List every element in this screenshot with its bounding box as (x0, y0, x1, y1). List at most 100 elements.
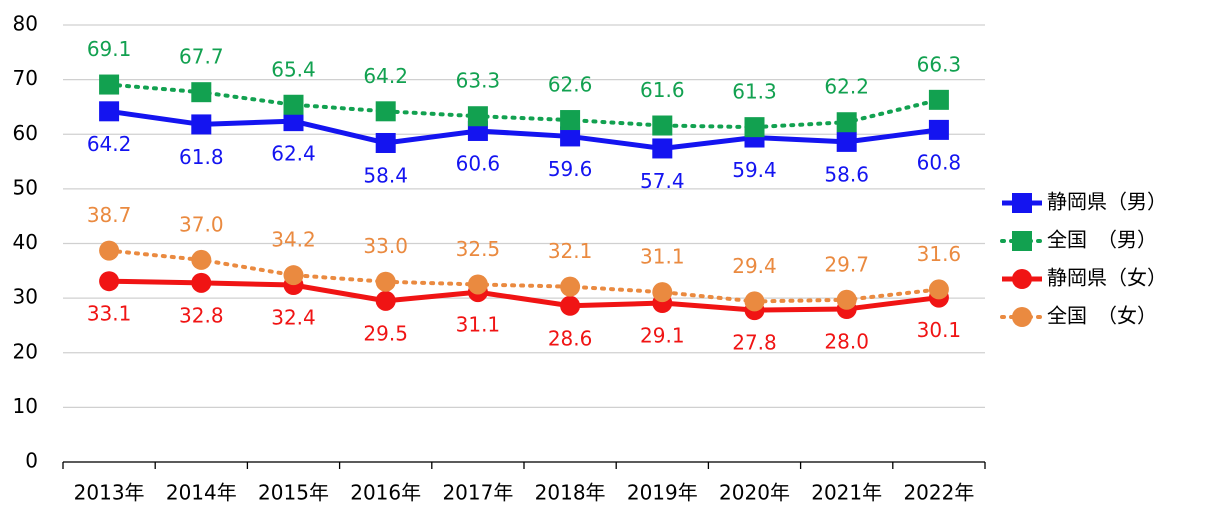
y-tick-label: 40 (13, 230, 38, 254)
series-line (108, 108, 940, 151)
point (375, 271, 396, 292)
data-label: 69.1 (87, 37, 132, 61)
data-label: 29.5 (363, 321, 408, 345)
point (375, 101, 396, 122)
point (652, 138, 673, 159)
data-label: 61.8 (179, 145, 224, 169)
x-tick-label: 2016年 (350, 481, 421, 505)
data-label: 32.1 (548, 239, 593, 263)
x-tick-label: 2020年 (719, 481, 790, 505)
data-label: 62.2 (824, 75, 869, 99)
point (283, 265, 304, 286)
point (99, 101, 120, 122)
data-label: 60.6 (456, 151, 501, 175)
data-label: 29.4 (732, 254, 777, 278)
point (375, 132, 396, 153)
data-label: 59.6 (548, 157, 593, 181)
point (560, 295, 581, 316)
data-label: 29.7 (824, 252, 869, 276)
data-label: 38.7 (87, 203, 132, 227)
data-label: 60.8 (917, 150, 962, 174)
x-tick-label: 2019年 (627, 481, 698, 505)
point (652, 115, 673, 136)
y-tick-label: 80 (13, 12, 38, 36)
data-label: 58.6 (824, 162, 869, 186)
point (191, 272, 212, 293)
legend-label: 全国 （女） (1047, 304, 1157, 328)
point (928, 119, 949, 140)
legend-marker (1012, 307, 1032, 327)
data-label: 28.0 (824, 330, 869, 354)
point (744, 117, 765, 138)
x-tick-label: 2014年 (166, 481, 237, 505)
y-tick-label: 50 (13, 175, 38, 199)
point (283, 111, 304, 132)
point (375, 290, 396, 311)
data-label: 31.6 (917, 242, 962, 266)
legend-marker (1012, 269, 1032, 289)
data-label: 31.1 (640, 245, 685, 269)
point (99, 271, 120, 292)
data-label: 37.0 (179, 212, 224, 236)
data-label: 64.2 (363, 64, 408, 88)
x-tick-label: 2021年 (811, 481, 882, 505)
data-label: 29.1 (640, 324, 685, 348)
legend-label: 静岡県（男） (1047, 190, 1167, 214)
y-tick-label: 0 (25, 449, 38, 473)
data-label: 66.3 (917, 52, 962, 76)
point (836, 289, 857, 310)
point (836, 112, 857, 133)
data-label: 61.3 (732, 80, 777, 104)
data-label: 57.4 (640, 169, 685, 193)
point (467, 106, 488, 127)
point (283, 94, 304, 115)
point (560, 126, 581, 147)
data-label: 61.6 (640, 78, 685, 102)
point (652, 282, 673, 303)
x-tick-label: 2018年 (535, 481, 606, 505)
point (191, 249, 212, 270)
point (99, 74, 120, 95)
point (928, 89, 949, 110)
data-label: 33.1 (87, 302, 132, 326)
point (99, 240, 120, 261)
legend-label: 静岡県（女） (1047, 266, 1167, 290)
data-label: 33.0 (363, 234, 408, 258)
point (191, 82, 212, 103)
data-label: 31.1 (456, 313, 501, 337)
series-line (109, 278, 940, 313)
data-label: 32.8 (179, 303, 224, 327)
data-label: 59.4 (732, 158, 777, 182)
x-tick-label: 2022年 (903, 481, 974, 505)
data-label: 62.4 (271, 142, 316, 166)
series-line (107, 82, 941, 130)
data-label: 28.6 (548, 326, 593, 350)
point (928, 279, 949, 300)
legend-marker (1012, 193, 1032, 213)
legend-marker (1012, 231, 1032, 251)
x-tick-label: 2013年 (74, 481, 145, 505)
point (467, 274, 488, 295)
data-label: 27.8 (732, 331, 777, 355)
data-label: 62.6 (548, 73, 593, 97)
data-label: 65.4 (271, 57, 316, 81)
data-label: 64.2 (87, 132, 132, 156)
legend-label: 全国 （男） (1047, 228, 1157, 252)
x-tick-label: 2017年 (442, 481, 513, 505)
point (560, 110, 581, 131)
data-label: 58.4 (363, 163, 408, 187)
y-tick-label: 30 (13, 285, 38, 309)
y-tick-label: 20 (13, 339, 38, 363)
y-tick-label: 70 (13, 66, 38, 90)
y-tick-label: 10 (13, 394, 38, 418)
x-tick-label: 2015年 (258, 481, 329, 505)
data-label: 32.5 (456, 237, 501, 261)
data-label: 67.7 (179, 45, 224, 69)
data-label: 32.4 (271, 306, 316, 330)
point (836, 131, 857, 152)
data-label: 34.2 (271, 228, 316, 252)
y-tick-label: 60 (13, 121, 38, 145)
point (191, 114, 212, 135)
point (744, 291, 765, 312)
